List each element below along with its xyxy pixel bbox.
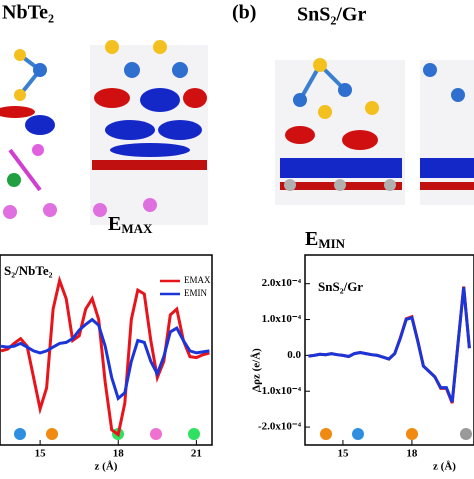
label-sub: MAX bbox=[121, 221, 153, 236]
x-tick-label: 21 bbox=[191, 448, 202, 460]
x-axis-label: z (Å) bbox=[433, 461, 456, 473]
data-line bbox=[0, 275, 210, 438]
x-tick-label: 18 bbox=[406, 448, 418, 460]
y-tick-label: 1.0x10⁻⁴ bbox=[262, 313, 302, 325]
y-axis-label: Δρz (e/Å) bbox=[251, 348, 263, 392]
label-sub: MIN bbox=[318, 236, 345, 251]
structure-b bbox=[275, 58, 474, 205]
plot-frame bbox=[304, 254, 474, 446]
data-line bbox=[0, 317, 210, 402]
panel-a-title: NbTe₂ bbox=[2, 2, 54, 24]
chart-title: SnS₂/Gr bbox=[318, 279, 363, 294]
plot-frame bbox=[0, 254, 213, 446]
legend-label: EMIN bbox=[184, 288, 207, 298]
chart-title: S₂/NbTe₂ bbox=[4, 263, 53, 278]
data-line bbox=[308, 286, 471, 404]
y-tick-label: 0.0 bbox=[287, 349, 301, 361]
data-line bbox=[308, 287, 471, 403]
x-axis-label: z (Å) bbox=[95, 461, 118, 473]
atom-markers bbox=[14, 428, 472, 440]
x-tick-label: 18 bbox=[113, 448, 125, 460]
x-tick-label: 15 bbox=[337, 448, 349, 460]
structure-a bbox=[0, 40, 208, 225]
label-base: E bbox=[108, 213, 121, 235]
legend-label: EMAX bbox=[184, 275, 211, 285]
panel-b-title: SnS₂/Gr bbox=[297, 4, 366, 26]
panel-b-tag: (b) bbox=[232, 2, 256, 24]
label-base: E bbox=[305, 228, 318, 250]
x-tick-label: 15 bbox=[35, 448, 47, 460]
y-tick-label: -2.0x10⁻⁴ bbox=[258, 421, 302, 433]
y-tick-label: 2.0x10⁻⁴ bbox=[262, 277, 302, 289]
structure-label-b: EMIN bbox=[305, 228, 346, 251]
y-tick-label: -1.0x10⁻⁴ bbox=[258, 385, 302, 397]
structure-label-a: EMAX bbox=[108, 213, 153, 236]
